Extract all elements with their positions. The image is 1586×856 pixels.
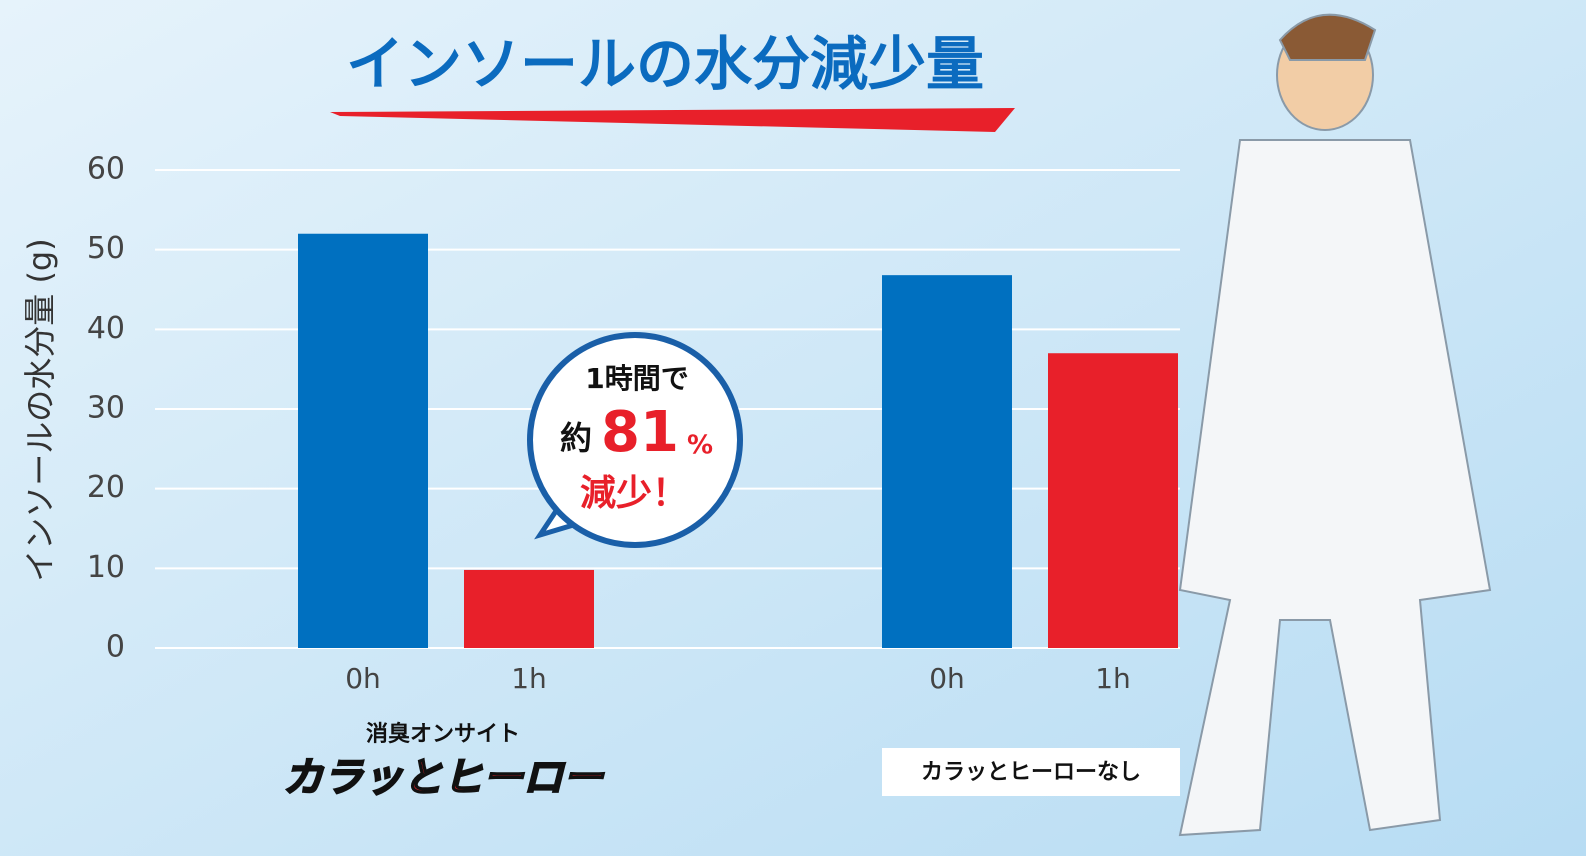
x-tick-label: 1h <box>1095 662 1131 695</box>
group-label-box <box>882 748 1180 796</box>
y-tick-label: 50 <box>87 231 125 266</box>
callout: 1時間で 約 81 % 減少！ <box>527 332 743 548</box>
y-tick-label: 30 <box>87 391 125 426</box>
illustration <box>1178 13 1492 837</box>
callout-text: % <box>687 431 713 461</box>
group-label-top: 消臭オンサイト <box>366 721 520 747</box>
y-tick-label: 60 <box>87 152 125 187</box>
group-label: カラッとヒーロー <box>283 755 605 801</box>
group-label: カラッとヒーローなし <box>921 760 1141 785</box>
x-tick-label: 1h <box>511 662 547 695</box>
callout-text: 減少！ <box>580 473 688 514</box>
title-underline <box>330 108 1015 132</box>
callout-bubble <box>527 332 743 548</box>
y-tick-label: 40 <box>87 311 125 346</box>
figure-coat <box>1178 139 1492 837</box>
x-tick-label: 0h <box>929 662 965 695</box>
bar <box>1048 353 1178 648</box>
y-tick-label: 0 <box>106 630 125 665</box>
callout-text: 1時間で <box>585 362 688 395</box>
callout-value: 81 <box>601 400 679 465</box>
x-tick-label: 0h <box>345 662 381 695</box>
bar <box>882 275 1012 648</box>
figure-hair <box>1278 13 1377 61</box>
bar <box>464 569 594 648</box>
y-tick-label: 20 <box>87 470 125 505</box>
y-axis-label: インソールの水分量 (g) <box>21 238 59 581</box>
chart-title: インソールの水分減少量 <box>346 30 984 98</box>
bar <box>298 233 428 648</box>
callout-text: 約 <box>560 419 592 457</box>
y-tick-label: 10 <box>87 550 125 585</box>
